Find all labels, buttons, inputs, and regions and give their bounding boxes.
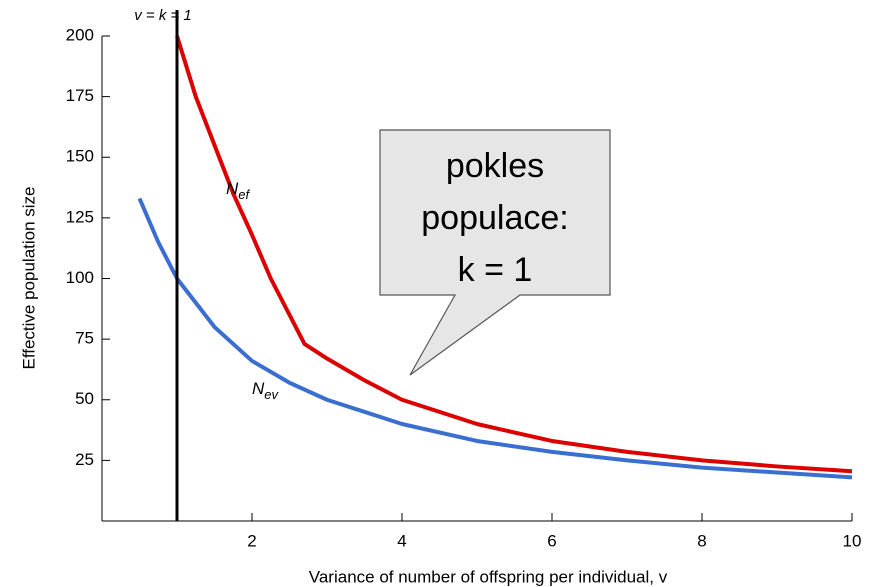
y-tick-label: 175 xyxy=(66,86,94,105)
x-tick-label: 8 xyxy=(697,531,706,550)
y-tick-label: 100 xyxy=(66,268,94,287)
x-tick-label: 6 xyxy=(547,531,556,550)
callout-text: pokles xyxy=(446,147,544,185)
callout-text: k = 1 xyxy=(458,251,533,289)
y-tick-label: 75 xyxy=(75,329,94,348)
curve-label-sub: ef xyxy=(238,187,250,202)
x-tick-label: 2 xyxy=(247,531,256,550)
curve-label: Nef xyxy=(226,179,251,202)
line xyxy=(137,197,853,480)
curve-label-sub: ev xyxy=(264,387,279,402)
x-tick-label: 4 xyxy=(397,531,406,550)
vline-label: v = k = 1 xyxy=(134,7,192,24)
y-tick-label: 125 xyxy=(66,207,94,226)
curve-label-base: N xyxy=(226,179,239,198)
y-tick-label: 50 xyxy=(75,389,94,408)
curve-label: Nev xyxy=(252,379,280,402)
y-axis-label: Effective population size xyxy=(19,186,38,369)
callout-box xyxy=(379,129,611,376)
y-tick-label: 25 xyxy=(75,450,94,469)
y-tick-label: 150 xyxy=(66,147,94,166)
x-tick-label: 10 xyxy=(843,531,862,550)
line xyxy=(175,35,853,474)
callout-text: populace: xyxy=(421,199,568,237)
x-axis-label: Variance of number of offspring per indi… xyxy=(309,567,668,586)
y-tick-label: 200 xyxy=(66,25,94,44)
curve-label-base: N xyxy=(252,379,265,398)
